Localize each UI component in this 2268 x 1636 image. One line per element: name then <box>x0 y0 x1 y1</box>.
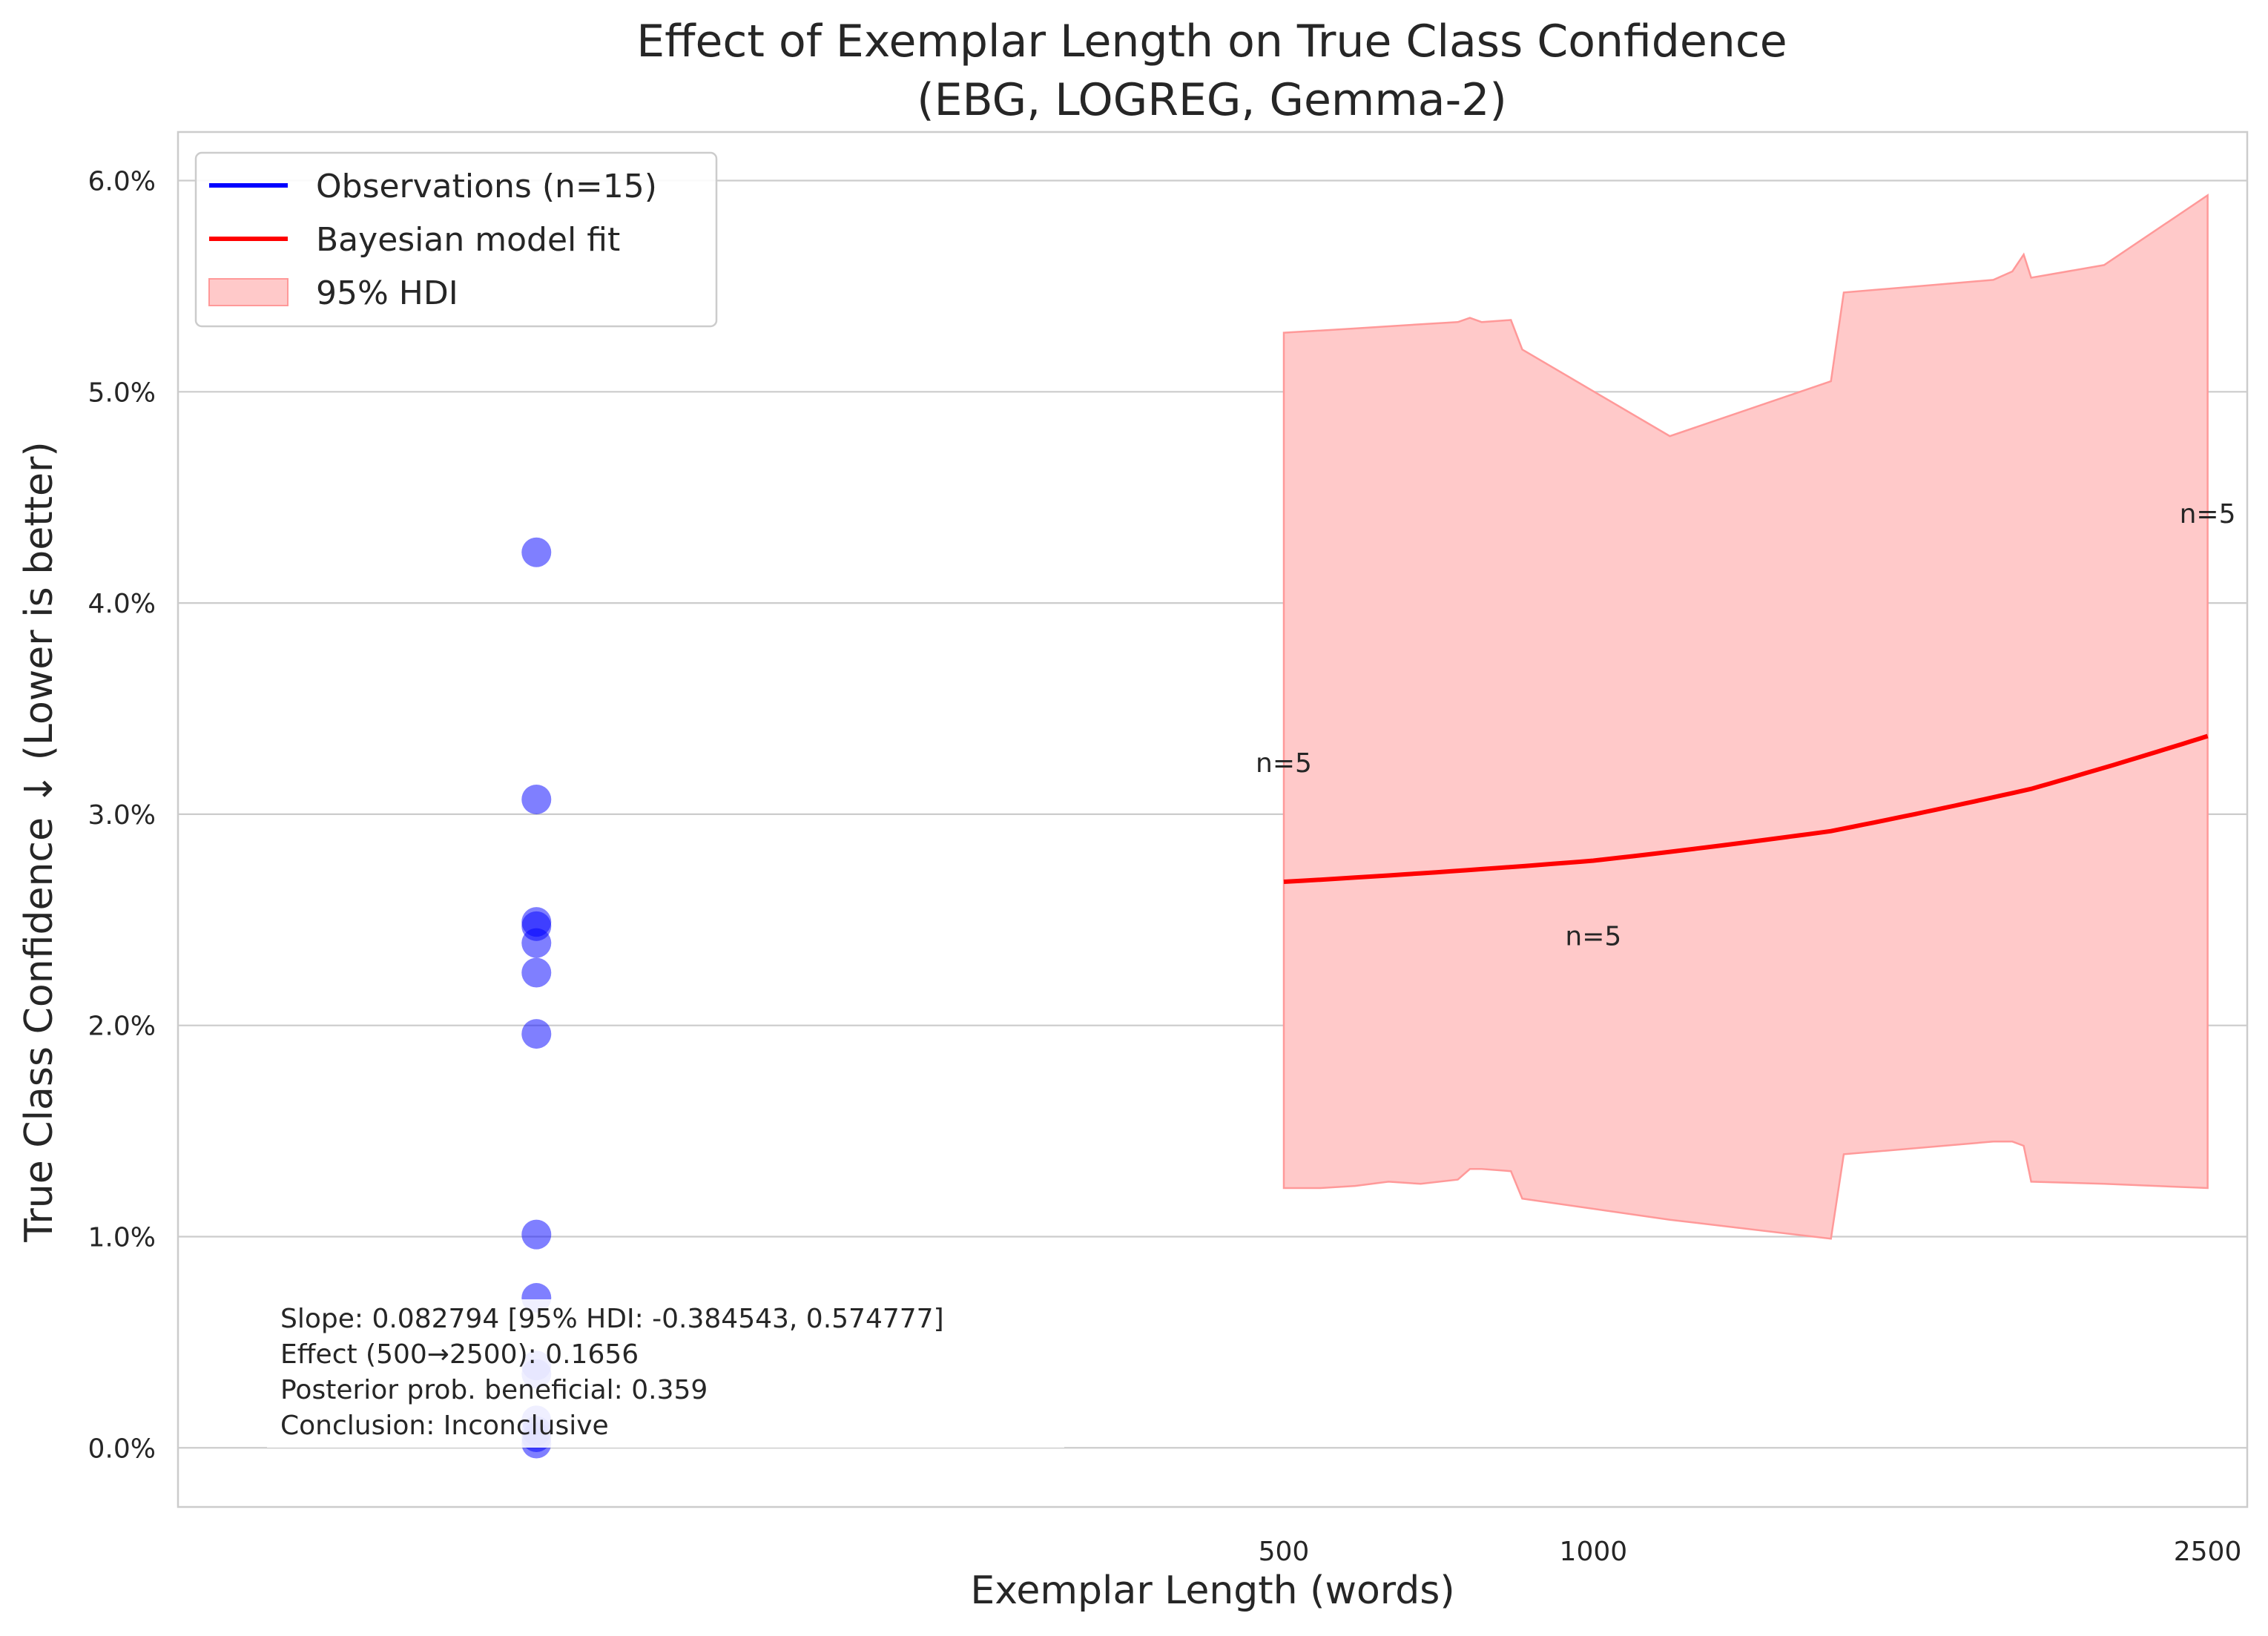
stats-box-line: Posterior prob. beneficial: 0.359 <box>280 1375 708 1405</box>
observation-point <box>521 1219 552 1250</box>
legend-label: Observations (n=15) <box>316 168 657 205</box>
observation-point <box>521 537 552 567</box>
stats-box-line: Slope: 0.082794 [95% HDI: -0.384543, 0.5… <box>280 1304 944 1334</box>
stats-box-background <box>267 1299 1064 1448</box>
sample-size-annotation: n=5 <box>1565 921 1621 951</box>
y-axis-label: True Class Confidence ↓ (Lower is better… <box>17 441 62 1242</box>
x-tick-label: 1000 <box>1560 1537 1628 1567</box>
chart-title: Effect of Exemplar Length on True Class … <box>636 16 1787 67</box>
plot-area: n=5 n=5 n=5 Slope: 0.082794 [95% HDI: -0.3… <box>177 131 2249 1508</box>
chart-subtitle: (EBG, LOGREG, Gemma-2) <box>917 74 1507 126</box>
legend-swatch-patch <box>208 278 289 306</box>
x-axis-label: Exemplar Length (words) <box>970 1569 1454 1613</box>
y-tick-label: 1.0% <box>88 1222 156 1253</box>
x-tick-label: 500 <box>1259 1537 1310 1567</box>
observation-point <box>521 1019 552 1049</box>
y-tick-label: 5.0% <box>88 377 156 408</box>
x-tick-label: 2500 <box>2174 1537 2242 1567</box>
legend: Observations (n=15) Bayesian model fit 95%… <box>194 151 718 328</box>
stats-box-line: Conclusion: Inconclusive <box>280 1411 609 1441</box>
observation-point <box>521 784 552 814</box>
observation-point <box>521 957 552 988</box>
y-tick-label: 2.0% <box>88 1012 156 1042</box>
y-tick-label: 4.0% <box>88 589 156 619</box>
y-tick-label: 0.0% <box>88 1434 156 1464</box>
sample-size-annotation: n=5 <box>2180 499 2236 530</box>
legend-label: 95% HDI <box>316 274 458 312</box>
observation-point <box>521 928 552 958</box>
fit-line <box>1283 733 2209 884</box>
stats-box: Slope: 0.082794 [95% HDI: -0.384543, 0.5… <box>267 1299 1064 1448</box>
sample-size-annotation: n=5 <box>1256 748 1312 779</box>
hdi-band <box>1282 194 2209 1240</box>
stats-box-line: Effect (500→2500): 0.1656 <box>280 1339 639 1370</box>
legend-frame <box>194 151 718 328</box>
y-tick-label: 6.0% <box>88 167 156 197</box>
legend-label: Bayesian model fit <box>316 221 620 259</box>
y-tick-label: 3.0% <box>88 800 156 831</box>
